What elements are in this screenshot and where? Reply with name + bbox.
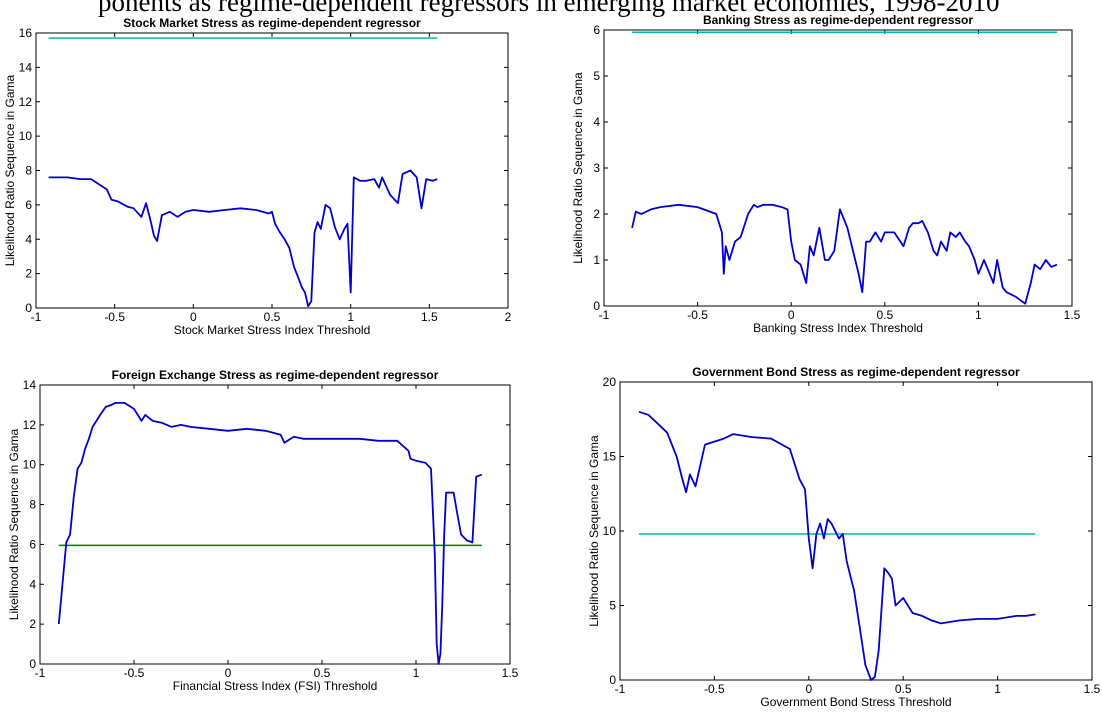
x-tick-label: -1 xyxy=(599,308,610,322)
x-tick-label: 1.5 xyxy=(421,310,438,324)
y-tick-label: 4 xyxy=(593,115,600,129)
y-tick-label: 5 xyxy=(593,69,600,83)
likelihood-ratio-series-line xyxy=(638,410,1036,681)
y-tick-label: 2 xyxy=(593,207,600,221)
x-tick-label: 1 xyxy=(994,682,1001,696)
y-tick-label: 8 xyxy=(29,498,36,512)
y-tick-label: 0 xyxy=(593,299,600,313)
y-tick-label: 20 xyxy=(603,375,617,389)
plot-area-frame xyxy=(619,381,1093,681)
x-tick-label: 0 xyxy=(805,682,812,696)
x-tick-label: 1 xyxy=(975,308,982,322)
x-tick-label: 1 xyxy=(347,310,354,324)
x-tick-label: 1 xyxy=(413,666,420,680)
x-tick-label: -1 xyxy=(615,682,626,696)
x-tick-label: 1.5 xyxy=(1064,308,1081,322)
x-tick-label: -0.5 xyxy=(124,666,145,680)
y-tick-label: 4 xyxy=(29,577,36,591)
y-tick-label: 0 xyxy=(25,301,32,315)
x-tick-label: -1 xyxy=(31,310,42,324)
y-tick-label: 10 xyxy=(23,458,37,472)
x-tick-label: 0 xyxy=(190,310,197,324)
x-axis-label: Banking Stress Index Threshold xyxy=(753,321,923,335)
y-tick-label: 2 xyxy=(25,267,32,281)
y-tick-label: 1 xyxy=(593,253,600,267)
y-axis-label: Likelihood Ratio Sequence in Gama xyxy=(587,435,601,627)
plot-area-frame xyxy=(35,32,509,309)
x-tick-label: 0 xyxy=(225,666,232,680)
y-axis-label: Likelihood Ratio Sequence in Gama xyxy=(7,428,21,620)
plot-area-frame xyxy=(603,29,1073,307)
x-tick-label: 0.5 xyxy=(895,682,912,696)
y-tick-label: 12 xyxy=(19,95,33,109)
x-tick-label: 0.5 xyxy=(876,308,893,322)
y-tick-label: 8 xyxy=(25,164,32,178)
y-tick-label: 2 xyxy=(29,617,36,631)
chart-panel-2: -1 -0.5 0 0.5 1 1.5 0 1 2 3 4 5 6 Banking Stress as r… xyxy=(571,13,1081,335)
likelihood-ratio-series-line xyxy=(631,203,1058,305)
x-axis-label: Stock Market Stress Index Threshold xyxy=(174,323,371,337)
y-tick-label: 10 xyxy=(19,129,33,143)
y-tick-label: 3 xyxy=(593,161,600,175)
y-tick-label: 0 xyxy=(609,673,616,687)
x-axis-label: Government Bond Stress Threshold xyxy=(760,695,951,709)
y-tick-label: 4 xyxy=(25,232,32,246)
plot-area-frame xyxy=(39,384,511,665)
x-tick-label: 0 xyxy=(788,308,795,322)
y-tick-label: 14 xyxy=(19,60,33,74)
figure-caption-text: ponents as regime-dependent regressors i… xyxy=(98,0,1000,17)
y-tick-label: 6 xyxy=(29,537,36,551)
x-tick-label: 0.5 xyxy=(264,310,281,324)
x-tick-label: -0.5 xyxy=(104,310,125,324)
x-tick-label: 1.5 xyxy=(1084,682,1101,696)
y-axis-label: Likelihood Ratio Sequence in Gama xyxy=(3,74,17,266)
y-tick-label: 6 xyxy=(593,23,600,37)
y-tick-label: 0 xyxy=(29,657,36,671)
chart-title: Banking Stress as regime-dependent regre… xyxy=(703,13,973,27)
x-tick-label: 2 xyxy=(505,310,512,324)
x-axis-label: Financial Stress Index (FSI) Threshold xyxy=(173,679,378,693)
y-tick-label: 15 xyxy=(603,450,617,464)
chart-panel-1: -1 -0.5 0 0.5 1 1.5 2 0 2 4 6 8 10 12 14 16 Stock Market… xyxy=(3,16,512,337)
x-tick-label: -1 xyxy=(35,666,46,680)
figure-caption-fragment: ponents as regime-dependent regressors i… xyxy=(0,0,1102,19)
chart-title: Foreign Exchange Stress as regime-depend… xyxy=(112,368,439,382)
y-tick-label: 12 xyxy=(23,418,37,432)
likelihood-ratio-series-line xyxy=(48,169,438,308)
y-tick-label: 16 xyxy=(19,26,33,40)
y-tick-label: 6 xyxy=(25,198,32,212)
y-tick-label: 5 xyxy=(609,599,616,613)
x-tick-label: -0.5 xyxy=(687,308,708,322)
chart-title: Government Bond Stress as regime-depende… xyxy=(692,365,1020,379)
y-tick-label: 10 xyxy=(603,524,617,538)
chart-panel-4: -1 -0.5 0 0.5 1 1.5 0 5 10 15 20 Government Bond St… xyxy=(587,365,1101,709)
x-tick-label: -0.5 xyxy=(704,682,725,696)
chart-panel-3: -1 -0.5 0 0.5 1 1.5 0 2 4 6 8 10 12 14 Foreign Exchang… xyxy=(7,368,519,693)
likelihood-ratio-series-line xyxy=(57,401,483,665)
chart-title: Stock Market Stress as regime-dependent … xyxy=(123,16,421,30)
y-axis-label: Likelihood Ratio Sequence in Gama xyxy=(571,72,585,264)
y-tick-label: 14 xyxy=(23,378,37,392)
x-tick-label: 1.5 xyxy=(502,666,519,680)
x-tick-label: 0.5 xyxy=(314,666,331,680)
